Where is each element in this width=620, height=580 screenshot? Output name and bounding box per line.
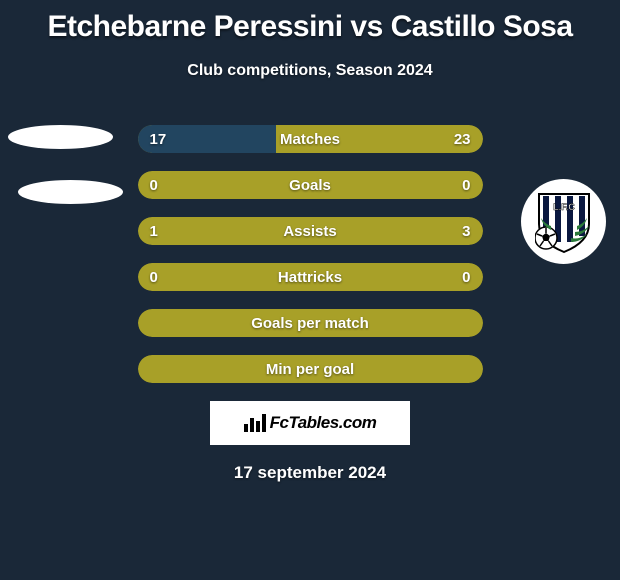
stats-list: 1723Matches 00Goals 13Assists 00Hattricks Go… bbox=[0, 125, 620, 383]
comparison-infographic: Etchebarne Peressini vs Castillo Sosa Cl… bbox=[0, 0, 620, 580]
stat-row: 1723Matches bbox=[138, 125, 483, 153]
player1-placeholder-2 bbox=[18, 180, 123, 204]
bars-icon bbox=[244, 414, 266, 432]
stat-row: 13Assists bbox=[138, 217, 483, 245]
stat-label: Assists bbox=[138, 217, 483, 245]
svg-text:L.F.C: L.F.C bbox=[553, 202, 575, 212]
stat-label: Matches bbox=[138, 125, 483, 153]
page-title: Etchebarne Peressini vs Castillo Sosa bbox=[0, 0, 620, 44]
stat-row: Goals per match bbox=[138, 309, 483, 337]
fctables-text: FcTables.com bbox=[270, 413, 377, 433]
stat-label: Min per goal bbox=[138, 355, 483, 383]
date: 17 september 2024 bbox=[0, 463, 620, 483]
subtitle: Club competitions, Season 2024 bbox=[0, 62, 620, 80]
stat-row: 00Hattricks bbox=[138, 263, 483, 291]
stat-label: Goals per match bbox=[138, 309, 483, 337]
stat-row: 00Goals bbox=[138, 171, 483, 199]
fctables-watermark: FcTables.com bbox=[210, 401, 410, 445]
shield-icon: L.F.C bbox=[535, 190, 593, 254]
player2-club-badge: L.F.C bbox=[521, 179, 606, 264]
stat-label: Goals bbox=[138, 171, 483, 199]
stat-label: Hattricks bbox=[138, 263, 483, 291]
stat-row: Min per goal bbox=[138, 355, 483, 383]
stats-area: L.F.C 1723Matches 00Goals 13Assists 00Hattr… bbox=[0, 125, 620, 383]
player1-placeholder-1 bbox=[8, 125, 113, 149]
